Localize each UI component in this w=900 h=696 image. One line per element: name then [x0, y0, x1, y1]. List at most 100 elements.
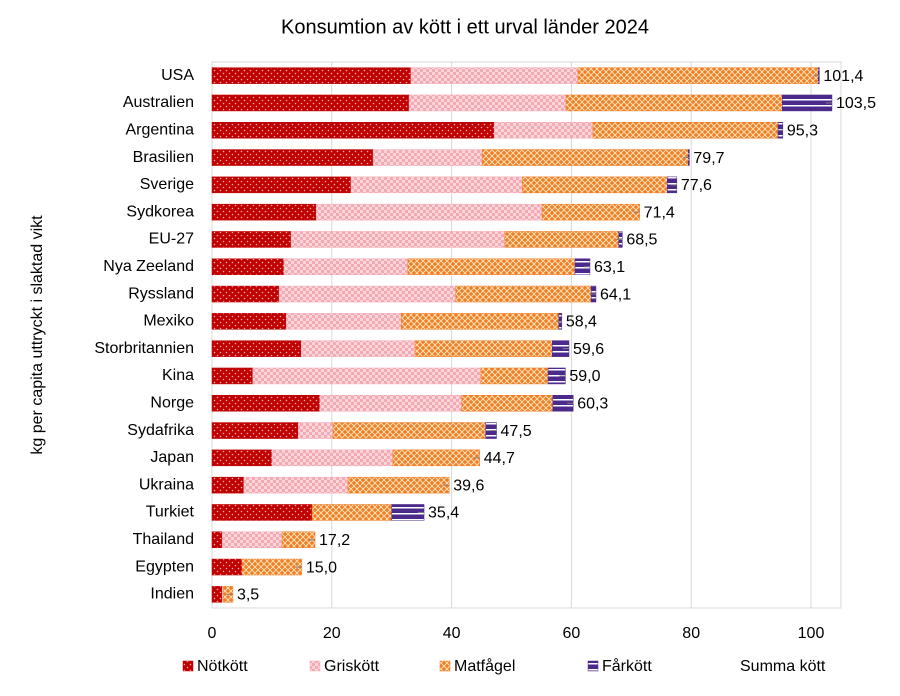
- bar-segment: [211, 122, 495, 139]
- data-label: 95,3: [787, 122, 818, 139]
- bar-segment: [211, 422, 299, 439]
- data-label: 39,6: [453, 477, 484, 494]
- data-label: 79,7: [693, 150, 724, 167]
- legend-label: Matfågel: [454, 657, 515, 675]
- y-tick-label: Argentina: [126, 121, 195, 138]
- y-tick-label: Sverige: [140, 176, 194, 193]
- data-label: 77,6: [681, 177, 712, 194]
- bar-segment: [278, 285, 457, 303]
- y-tick-label: Ukraina: [139, 476, 194, 493]
- x-tick-label: 0: [208, 625, 217, 642]
- bar-segment: [211, 285, 280, 303]
- data-label: 64,1: [600, 286, 631, 303]
- y-tick-label: Ryssland: [128, 285, 194, 302]
- data-label: 68,5: [626, 232, 657, 249]
- y-tick-label: Norge: [150, 394, 194, 411]
- bar-segment: [211, 558, 243, 576]
- bar-segment: [211, 94, 410, 112]
- data-label: 59,0: [569, 368, 600, 385]
- bar-segment: [301, 340, 416, 357]
- plot-border: [211, 61, 842, 609]
- bar-segment: [283, 258, 409, 275]
- bar-segment: [541, 203, 640, 221]
- bar-segment: [211, 313, 287, 330]
- legend-label: Nötkött: [197, 658, 248, 675]
- y-tick-label: Japan: [150, 449, 194, 466]
- bar-segment: [504, 231, 619, 248]
- bar-segment: [290, 231, 506, 248]
- legend-swatch: [182, 660, 194, 672]
- bar-segment: [211, 395, 321, 412]
- legend-label: Fårkött: [602, 657, 652, 675]
- bar-segment: [781, 94, 833, 112]
- y-axis-title: kg per capita uttryckt i slaktad vikt: [29, 215, 46, 455]
- y-tick-label: Thailand: [133, 531, 194, 548]
- x-tick-label: 100: [798, 625, 825, 642]
- y-tick-label: Egypten: [135, 558, 194, 575]
- bar-segment: [522, 176, 668, 194]
- bar-segment: [271, 449, 394, 467]
- bar-segment: [480, 367, 549, 385]
- legend-label: Griskött: [324, 658, 380, 675]
- data-label: 71,4: [644, 204, 675, 221]
- bar-segment: [332, 422, 486, 439]
- bar-segment: [286, 313, 402, 330]
- bar-segment: [211, 203, 317, 221]
- bar-segment: [461, 395, 554, 412]
- data-label: 17,2: [319, 532, 350, 549]
- bar-segment: [408, 94, 567, 112]
- bar-segment: [211, 586, 223, 603]
- bar-segment: [241, 558, 303, 576]
- bar-segment: [592, 122, 779, 139]
- legend-swatch: [439, 660, 451, 672]
- data-label: 3,5: [237, 587, 259, 604]
- bar-segment: [211, 449, 273, 467]
- data-label: 47,5: [501, 423, 532, 440]
- data-label: 58,4: [566, 314, 597, 331]
- bar-segment: [243, 476, 349, 494]
- bar-segment: [211, 176, 352, 194]
- y-tick-label: Sydafrika: [127, 422, 194, 439]
- bar-segment: [350, 176, 523, 194]
- data-label: 35,4: [428, 505, 459, 522]
- legend-swatch: [309, 660, 321, 672]
- bar-segment: [481, 149, 689, 166]
- bar-segment: [211, 531, 223, 548]
- data-label: 44,7: [484, 450, 515, 467]
- x-tick-label: 40: [443, 625, 461, 642]
- y-tick-label: Brasilien: [133, 149, 194, 166]
- data-label: 63,1: [594, 259, 625, 276]
- y-tick-label: EU-27: [149, 231, 194, 248]
- bar-segment: [391, 504, 425, 521]
- y-tick-label: USA: [161, 67, 194, 84]
- bar-segment: [211, 367, 253, 385]
- y-tick-label: Australien: [123, 94, 194, 111]
- bar-segment: [414, 340, 553, 357]
- y-tick-label: Nya Zeeland: [103, 258, 194, 275]
- x-tick-label: 60: [563, 625, 581, 642]
- x-tick-label: 80: [682, 625, 700, 642]
- y-tick-label: Sydkorea: [126, 203, 194, 220]
- data-label: 101,4: [823, 68, 863, 85]
- y-tick-label: Indien: [150, 586, 194, 603]
- y-tick-label: Mexiko: [143, 313, 194, 330]
- bar-segment: [311, 504, 392, 521]
- bar-segment: [455, 285, 592, 303]
- bar-segment: [372, 149, 483, 166]
- bar-segment: [392, 449, 481, 467]
- y-tick-label: Turkiet: [146, 504, 195, 521]
- bar-segment: [211, 67, 412, 84]
- bar-segment: [315, 203, 543, 221]
- bar-segment: [298, 422, 334, 439]
- bar-segment: [410, 67, 579, 84]
- bar-segment: [221, 531, 283, 548]
- bar-segment: [252, 367, 482, 385]
- bar-segment: [407, 258, 576, 275]
- y-tick-label: Kina: [162, 367, 194, 384]
- bar-segment: [211, 231, 292, 248]
- data-label: 60,3: [577, 395, 608, 412]
- legend-label: Summa kött: [740, 658, 826, 675]
- data-label: 103,5: [836, 95, 876, 112]
